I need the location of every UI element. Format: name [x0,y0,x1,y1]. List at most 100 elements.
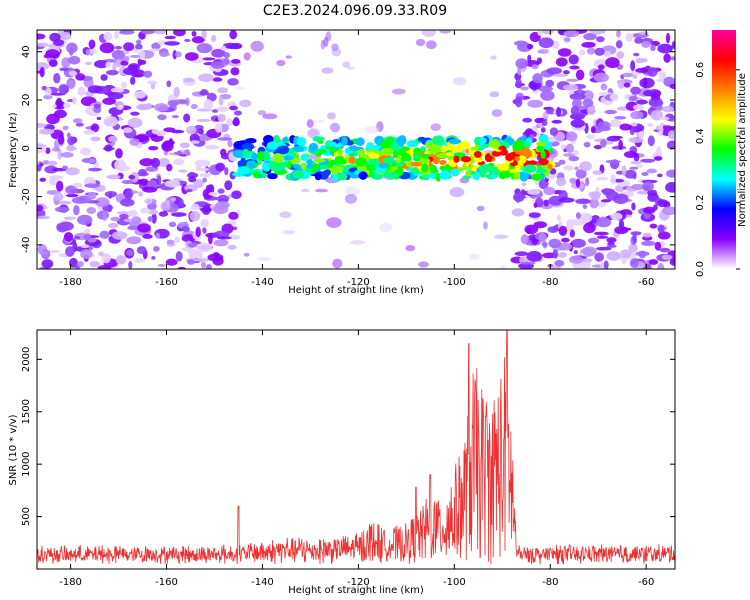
spectrogram-cell [582,258,593,263]
colorbar-label: Normalized spectral amplitude [737,73,748,227]
signal-cell [479,168,486,178]
spectrogram-cell [568,155,580,162]
spectrogram-cell [146,80,158,85]
spectrogram-cell [555,57,568,67]
spectrogram-cell [653,156,663,161]
spectrogram-cell [164,179,181,188]
x-tick-label: -120 [347,277,370,288]
spectrogram-cell [609,119,622,128]
y-tick-label: 2000 [21,347,32,372]
spectrogram-cell [200,218,210,228]
spectrogram-cell [632,74,638,80]
spectrogram-cell [45,87,52,96]
spectrogram-cell [534,117,544,124]
spectrogram-cell [58,221,74,231]
spectrogram-cell [562,84,579,91]
spectrogram-cell [216,137,233,141]
spectrogram-cell [62,125,69,131]
spectrogram-cell [669,83,675,90]
spectrogram-cell [72,96,77,105]
spectrogram-cell [594,252,604,262]
signal-cell [268,160,278,170]
spectrogram-cell [312,119,326,123]
spectrogram-cell [538,37,554,49]
spectrogram-cell [326,112,336,120]
spectrogram-cell [543,199,549,207]
spectrogram-cell [513,192,525,202]
spectrogram-cell [569,177,577,184]
signal-cell [318,149,327,154]
spectrogram-cell [115,58,122,68]
spectrogram-cell [103,116,118,127]
spectrogram-cell [587,237,600,244]
spectrogram-cell [172,114,179,119]
spectrogram-cell [452,76,467,86]
x-tick-label: -180 [59,277,82,288]
spectrogram-x-ticks: -180 -160 -140 -120 -100 -80 -60 [59,30,654,288]
spectrogram-cell [136,246,147,255]
spectrogram-cell [342,61,351,68]
spectrogram-cell [665,32,671,44]
spectrogram-cell [151,157,161,168]
spectrogram-cell [589,197,599,209]
spectrogram-cell [344,193,357,204]
spectrogram-cell [119,30,135,35]
spectrogram-cell [88,167,102,172]
signal-cell [528,160,538,166]
signal-cell [364,164,377,172]
spectrogram-cell [657,199,669,208]
spectrogram-cell [469,253,480,260]
spectrogram-cell [593,231,609,236]
signal-cell [481,143,490,148]
spectrogram-cell [224,180,233,191]
signal-cell [232,149,245,158]
spectrogram-cell [136,39,142,45]
x-tick-label: -80 [542,577,558,588]
spectrogram-cell [122,67,139,76]
spectrogram-cell [563,165,574,171]
spectrogram-cell [216,106,230,112]
spectrogram-cell [199,172,212,178]
spectrogram-cell [326,217,342,228]
signal-cell [547,163,553,169]
spectrogram-cell [511,208,525,217]
spectrogram-cell [276,59,286,67]
signal-cell [505,153,514,162]
spectrogram-cell [670,56,675,61]
spectrogram-cell [621,165,627,177]
spectrogram-cell [148,48,162,52]
spectrogram-cell [655,125,660,131]
spectrogram-cell [449,187,465,198]
spectrogram-cell [349,240,366,245]
spectrogram-cell [243,252,250,257]
spectrogram-cell [596,36,605,43]
spectrogram-cell [127,225,141,231]
signal-cell [421,163,429,173]
signal-cell [371,160,380,166]
spectrogram-cell [57,149,62,160]
spectrogram-cell [142,233,153,239]
signal-cell [348,145,358,152]
spectrogram-cell [594,47,605,56]
spectrogram-frame [36,29,676,270]
signal-cell [308,142,319,153]
spectrogram-cell [73,204,80,216]
spectrogram-cell [421,30,437,37]
spectrogram-cell [164,41,180,46]
spectrogram-cell [191,203,200,211]
spectrogram-cell [119,213,129,219]
signal-cell [330,165,341,175]
spectrogram-cell [217,113,226,123]
spectrogram-cell [646,168,657,174]
spectrogram-cell [104,190,118,198]
spectrogram-cell [205,264,212,269]
spectrogram-cell [647,123,654,128]
spectrogram-cell [656,146,662,156]
spectrogram-cell [616,30,621,38]
spectrogram-cell [537,30,543,36]
spectrogram-cell [605,159,621,164]
spectrogram-cell [173,86,180,98]
signal-cell [313,158,326,163]
spectrogram-cell [571,98,582,108]
spectrogram-cell [556,106,562,117]
